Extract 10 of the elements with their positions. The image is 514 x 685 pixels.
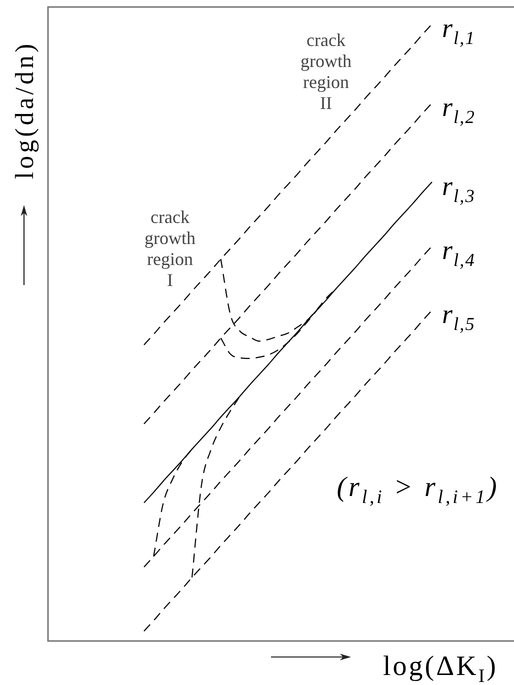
series-label: r$_{l,3}$ xyxy=(442,170,476,206)
series-label: r$_{l,1}$ xyxy=(442,13,476,48)
y-axis-title: log(da/dn) xyxy=(10,40,39,180)
annotation: crack growth region II xyxy=(300,30,352,114)
series-label: r$_{l,2}$ xyxy=(442,92,476,127)
x-axis-title: log(ΔK$_{I}$) xyxy=(382,651,498,685)
series-label: r$_{l,5}$ xyxy=(442,299,476,334)
series-label: r$_{l,4}$ xyxy=(442,235,476,270)
annotation: (r$_{l,i}$ > r$_{l,i+1}$) xyxy=(336,472,500,508)
annotation: crack growth region I xyxy=(144,207,196,291)
